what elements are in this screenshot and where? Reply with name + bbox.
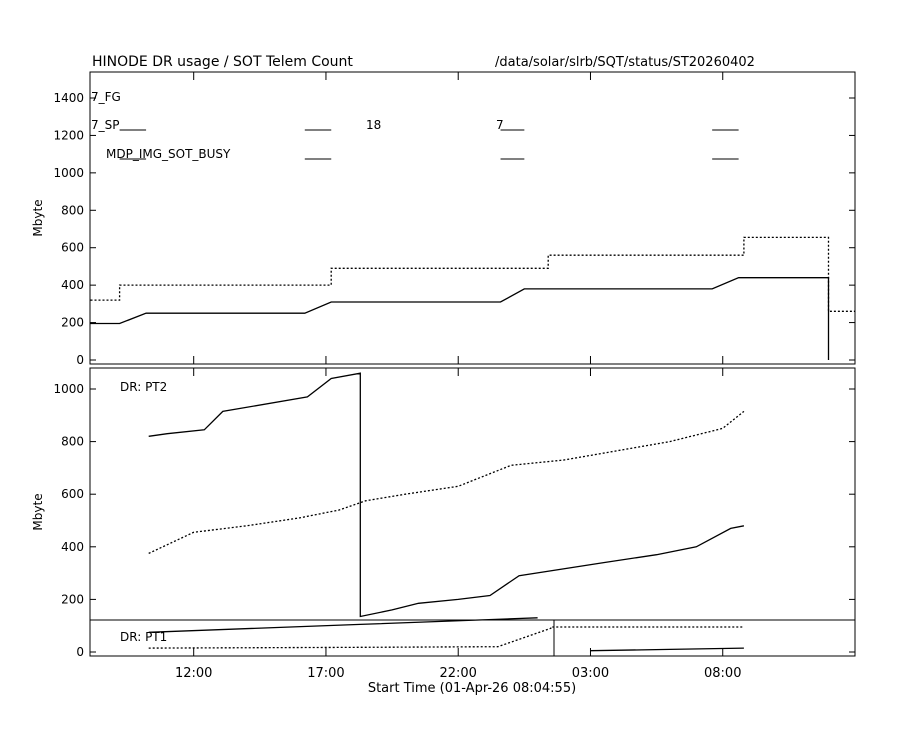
x-tick-label: 08:00 bbox=[704, 666, 741, 681]
y-tick-label: 200 bbox=[61, 592, 84, 606]
series-line-dotted bbox=[90, 236, 855, 312]
x-axis-label: Start Time (01-Apr-26 08:04:55) bbox=[368, 681, 576, 696]
y-tick-label: 1000 bbox=[53, 166, 84, 180]
y-tick-label: 200 bbox=[61, 316, 84, 330]
pt2-label: DR: PT2 bbox=[120, 380, 167, 394]
series-line-solid bbox=[148, 617, 538, 633]
series-line-dotted bbox=[148, 626, 744, 649]
count-18-label: 18 bbox=[366, 118, 381, 132]
busy-label: MDP_IMG_SOT_BUSY bbox=[106, 147, 231, 161]
fg-label: 7_FG bbox=[91, 90, 121, 104]
y-tick-label: 400 bbox=[61, 278, 84, 292]
count-7-label: 7 bbox=[496, 118, 504, 132]
sp-label: 7_SP bbox=[91, 118, 120, 132]
x-tick-label: 12:00 bbox=[175, 666, 212, 681]
y-tick-label: 0 bbox=[76, 353, 84, 367]
y-tick-label: 400 bbox=[61, 540, 84, 554]
x-tick-label: 03:00 bbox=[572, 666, 609, 681]
usage-ylabel: Mbyte bbox=[31, 199, 45, 236]
series-line-solid bbox=[148, 372, 745, 618]
usage-panel-frame bbox=[89, 71, 856, 365]
pt1-label: DR: PT1 bbox=[120, 630, 167, 644]
series-line-solid bbox=[90, 277, 830, 360]
dr-panel: DR: PT2 DR: PT1 Mbyte 02004006008001000 … bbox=[31, 367, 856, 681]
y-tick-label: 1000 bbox=[53, 382, 84, 396]
dr-panel-frame bbox=[89, 367, 856, 657]
x-tick-label: 22:00 bbox=[439, 666, 476, 681]
x-tick-label: 17:00 bbox=[307, 666, 344, 681]
usage-panel: Mbyte 0 200 400 600 800 1000 1200 1400 7_FG 7_S… bbox=[31, 71, 856, 367]
series-line-dotted bbox=[148, 410, 745, 554]
y-tick-label: 600 bbox=[61, 241, 84, 255]
y-tick-label: 600 bbox=[61, 487, 84, 501]
y-tick-label: 800 bbox=[61, 203, 84, 217]
y-tick-label: 1400 bbox=[53, 91, 84, 105]
y-tick-label: 0 bbox=[76, 645, 84, 659]
dr-ylabel: Mbyte bbox=[31, 493, 45, 530]
y-tick-label: 1200 bbox=[53, 128, 84, 142]
series-line-solid bbox=[590, 647, 744, 652]
data-path: /data/solar/slrb/SQT/status/ST20260402 bbox=[495, 55, 755, 70]
chart-title: HINODE DR usage / SOT Telem Count bbox=[92, 54, 353, 70]
y-tick-label: 800 bbox=[61, 435, 84, 449]
